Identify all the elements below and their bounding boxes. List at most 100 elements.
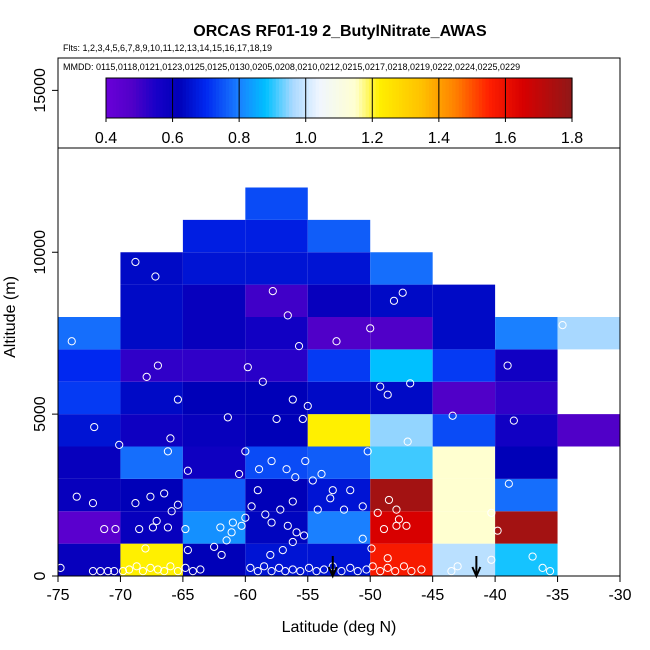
heatmap-cell (495, 543, 558, 576)
colorbar-segment (315, 78, 320, 118)
colorbar-segment (445, 78, 450, 118)
heatmap-cell (120, 252, 183, 285)
sample-point (394, 515, 404, 524)
colorbar-segment (408, 78, 413, 118)
heatmap-cell (307, 414, 371, 447)
sample-point (222, 536, 231, 545)
colorbar-segment (512, 78, 517, 118)
sample-point (298, 414, 307, 424)
colorbar (106, 78, 573, 118)
colorbar-segment (212, 78, 217, 118)
colorbar-segment (289, 78, 293, 118)
colorbar-segment (472, 78, 477, 118)
heatmap-cell (307, 252, 371, 285)
sample-point (389, 296, 399, 305)
colorbar-segment (525, 78, 530, 118)
colorbar-segment (485, 78, 490, 118)
sample-point (103, 567, 113, 576)
colorbar-segment (285, 78, 290, 118)
sample-point (301, 456, 310, 466)
sample-point (303, 401, 312, 411)
sample-point (339, 505, 349, 514)
sample-point (383, 563, 392, 573)
colorbar-segment (565, 78, 570, 118)
colorbar-segment (365, 78, 370, 118)
colorbar-segment (368, 78, 373, 118)
sample-point (131, 499, 140, 508)
colorbar-segment (275, 78, 280, 118)
colorbar-segment (155, 78, 160, 118)
sample-point (376, 567, 385, 576)
heatmap-cell (307, 381, 371, 415)
colorbar-segment (239, 78, 244, 118)
colorbar-segment (139, 78, 144, 118)
colorbar-tick-label: 1.0 (295, 130, 317, 147)
sample-point (67, 337, 76, 346)
heatmap-cell (307, 219, 371, 253)
colorbar-segment (179, 78, 184, 118)
heatmap-cell (432, 317, 496, 350)
sample-point (283, 311, 292, 320)
sample-point (173, 567, 182, 576)
sample-point (291, 473, 300, 482)
colorbar-segment (478, 78, 483, 118)
sample-point (153, 565, 163, 574)
colorbar-segment (462, 78, 467, 118)
sample-point (135, 524, 144, 534)
colorbar-segment (388, 78, 393, 118)
sample-point (254, 465, 264, 474)
sample-point (487, 555, 496, 564)
colorbar-segment (252, 78, 257, 118)
heatmap-cell (307, 511, 371, 544)
colorbar-segment (229, 78, 234, 118)
x-tick-label: -35 (546, 587, 569, 604)
sample-point (346, 563, 355, 573)
sample-point (538, 563, 547, 573)
colorbar-segment (515, 78, 520, 118)
sample-point (391, 567, 400, 576)
colorbar-tick-label: 0.4 (95, 130, 117, 147)
sample-point (403, 437, 412, 446)
colorbar-segment (215, 78, 220, 118)
x-tick-label: -40 (484, 587, 507, 604)
sample-point (288, 497, 297, 506)
heatmap-cell (370, 317, 433, 350)
sample-point (399, 562, 409, 571)
heatmap-cell (182, 252, 246, 285)
colorbar-segment (415, 78, 420, 118)
colorbar-segment (172, 78, 177, 118)
colorbar-segment (538, 78, 543, 118)
sample-point (151, 272, 160, 281)
sample-point (288, 395, 297, 404)
sample-point (407, 567, 416, 576)
sample-point (353, 567, 362, 576)
sample-point (373, 508, 382, 517)
sample-point (274, 563, 284, 573)
sample-point (402, 521, 411, 530)
colorbar-segment (339, 78, 343, 118)
colorbar-segment (458, 78, 463, 118)
colorbar-segment (555, 78, 560, 118)
colorbar-tick-label: 0.8 (228, 130, 250, 147)
heatmap-cell (495, 381, 558, 415)
heatmap-cell (245, 317, 308, 350)
colorbar-segment (122, 78, 127, 118)
heatmap-cell (432, 284, 496, 317)
colorbar-tick-label: 0.6 (161, 130, 183, 147)
colorbar-segment (375, 78, 380, 118)
colorbar-segment (322, 78, 327, 118)
colorbar-segment (145, 78, 150, 118)
colorbar-segment (232, 78, 237, 118)
chart-title: ORCAS RF01-19 2_ButylNitrate_AWAS (193, 23, 487, 40)
sample-point (146, 563, 155, 573)
colorbar-segment (535, 78, 540, 118)
sample-point (259, 562, 269, 571)
colorbar-segment (262, 78, 267, 118)
colorbar-segment (382, 78, 387, 118)
heatmap-cell (370, 284, 433, 317)
colorbar-segment (558, 78, 563, 118)
sample-point (72, 492, 81, 501)
colorbar-segment (475, 78, 480, 118)
sample-point (383, 554, 392, 563)
colorbar-segment (372, 78, 377, 118)
